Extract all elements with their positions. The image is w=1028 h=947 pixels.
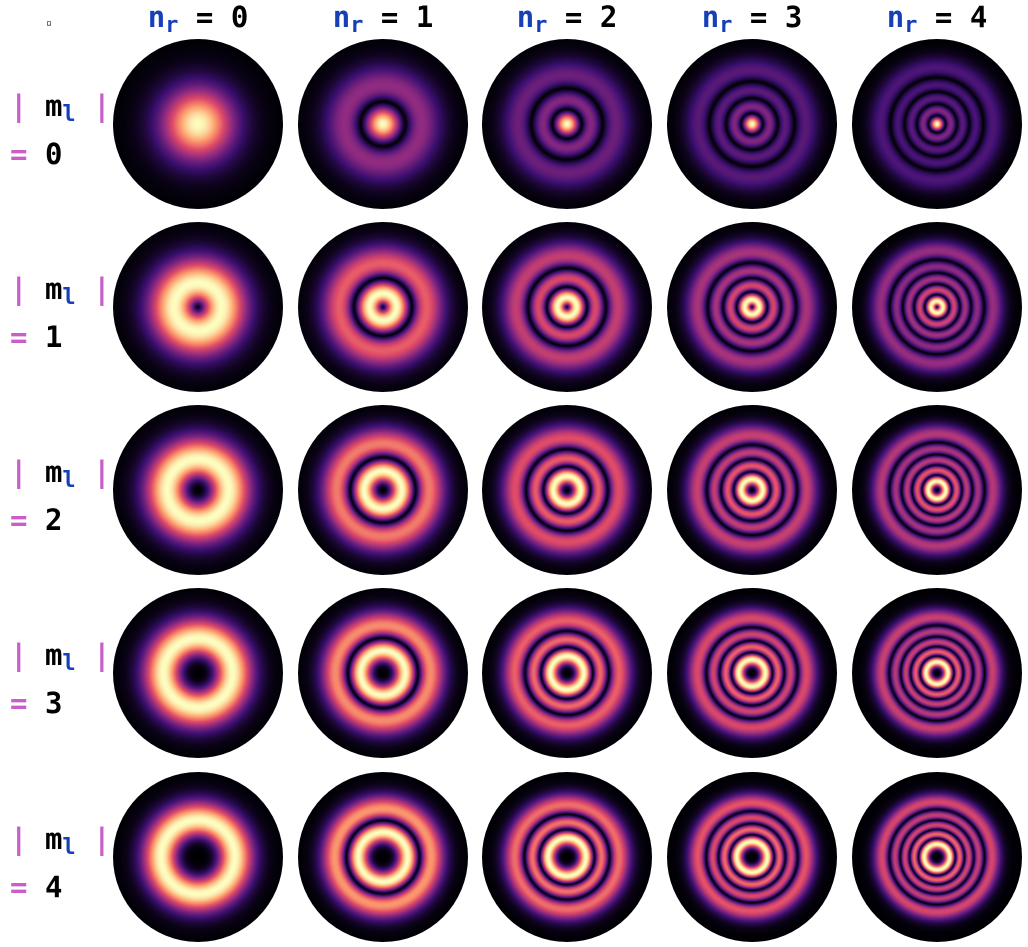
row-equals: = — [10, 137, 28, 171]
column-symbol: n — [886, 0, 905, 34]
row-symbol: m — [44, 89, 63, 123]
column-subscript: r — [719, 13, 733, 38]
row-subscript: l — [62, 835, 76, 860]
row-header-ml-1: | ml | = 1 — [10, 267, 111, 359]
orbital-disc-m4-n2 — [482, 772, 652, 942]
orbital-disc-m1-n3 — [667, 222, 837, 392]
column-equals: = — [195, 0, 214, 34]
corner-mark: ▫ — [46, 18, 53, 29]
row-symbol: m — [44, 272, 63, 306]
column-subscript: r — [904, 13, 918, 38]
column-equals: = — [749, 0, 768, 34]
row-bar-right: | — [93, 822, 111, 856]
orbital-disc-m0-n4 — [852, 39, 1022, 209]
column-subscript: r — [350, 13, 364, 38]
orbital-disc-m3-n2 — [482, 588, 652, 758]
orbital-disc-m3-n0 — [113, 588, 283, 758]
row-equals: = — [10, 870, 28, 904]
orbital-disc-m0-n1 — [298, 39, 468, 209]
column-symbol: n — [332, 0, 351, 34]
row-header-ml-2: | ml | = 2 — [10, 450, 111, 542]
orbital-disc-m0-n3 — [667, 39, 837, 209]
orbital-disc-m2-n0 — [113, 405, 283, 575]
orbital-disc-m3-n4 — [852, 588, 1022, 758]
orbital-disc-m0-n2 — [482, 39, 652, 209]
column-value: 1 — [415, 0, 434, 34]
column-header-nr-1: nr = 1 — [298, 0, 468, 38]
row-value: 3 — [44, 686, 63, 720]
column-header-nr-2: nr = 2 — [482, 0, 652, 38]
orbital-disc-m1-n1 — [298, 222, 468, 392]
row-header-ml-3: | ml | = 3 — [10, 633, 111, 725]
column-value: 3 — [784, 0, 803, 34]
row-equals: = — [10, 503, 28, 537]
row-bar-right: | — [93, 89, 111, 123]
column-subscript: r — [165, 13, 179, 38]
column-header-nr-4: nr = 4 — [852, 0, 1022, 38]
orbital-disc-m1-n2 — [482, 222, 652, 392]
row-subscript: l — [62, 102, 76, 127]
orbital-disc-m2-n2 — [482, 405, 652, 575]
row-header-ml-4: | ml | = 4 — [10, 817, 111, 909]
row-subscript: l — [62, 468, 76, 493]
orbital-disc-m4-n0 — [113, 772, 283, 942]
column-symbol: n — [701, 0, 720, 34]
row-header-ml-0: | ml | = 0 — [10, 84, 111, 176]
row-subscript: l — [62, 285, 76, 310]
row-bar-left: | — [10, 638, 28, 672]
orbital-disc-m4-n4 — [852, 772, 1022, 942]
column-header-nr-3: nr = 3 — [667, 0, 837, 38]
row-value: 2 — [44, 503, 63, 537]
orbital-disc-m1-n0 — [113, 222, 283, 392]
row-equals: = — [10, 686, 28, 720]
orbital-disc-m4-n3 — [667, 772, 837, 942]
orbital-disc-m4-n1 — [298, 772, 468, 942]
row-bar-left: | — [10, 455, 28, 489]
orbital-disc-m3-n3 — [667, 588, 837, 758]
row-subscript: l — [62, 651, 76, 676]
row-symbol: m — [44, 822, 63, 856]
row-value: 0 — [44, 137, 63, 171]
row-bar-right: | — [93, 272, 111, 306]
column-value: 2 — [599, 0, 618, 34]
column-header-nr-0: nr = 0 — [113, 0, 283, 38]
column-value: 0 — [230, 0, 249, 34]
row-value: 1 — [44, 320, 63, 354]
column-equals: = — [380, 0, 399, 34]
orbital-disc-m2-n1 — [298, 405, 468, 575]
row-symbol: m — [44, 638, 63, 672]
column-subscript: r — [534, 13, 548, 38]
row-symbol: m — [44, 455, 63, 489]
row-bar-left: | — [10, 272, 28, 306]
orbital-disc-m0-n0 — [113, 39, 283, 209]
row-value: 4 — [44, 870, 63, 904]
column-equals: = — [564, 0, 583, 34]
column-symbol: n — [147, 0, 166, 34]
row-bar-right: | — [93, 638, 111, 672]
orbital-disc-m2-n3 — [667, 405, 837, 575]
row-bar-left: | — [10, 822, 28, 856]
row-equals: = — [10, 320, 28, 354]
column-symbol: n — [516, 0, 535, 34]
column-equals: = — [934, 0, 953, 34]
orbital-disc-m1-n4 — [852, 222, 1022, 392]
orbital-disc-m2-n4 — [852, 405, 1022, 575]
row-bar-right: | — [93, 455, 111, 489]
row-bar-left: | — [10, 89, 28, 123]
orbital-disc-m3-n1 — [298, 588, 468, 758]
column-value: 4 — [969, 0, 988, 34]
